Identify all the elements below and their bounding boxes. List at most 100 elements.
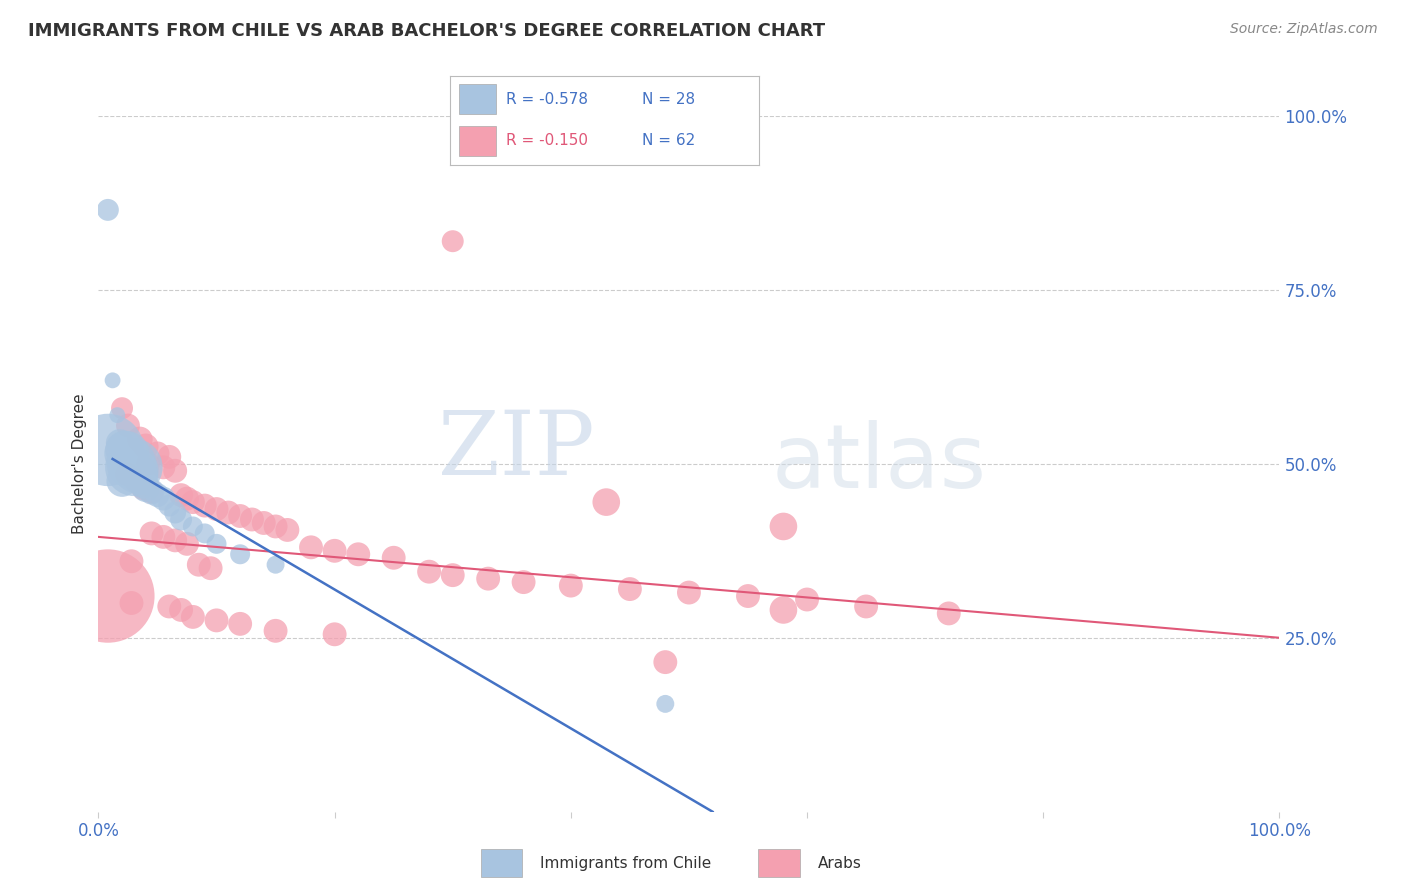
Point [200,561,222,575]
Point [152,530,174,544]
Point [205,614,228,628]
Point [122,460,145,475]
Point [418,565,440,579]
Point [796,592,818,607]
Point [654,655,676,669]
Point [560,578,582,592]
Point [128,433,150,447]
Point [121,554,143,568]
Point [141,526,163,541]
Point [323,627,346,641]
Point [157,499,180,513]
Point [118,453,141,467]
Point [157,599,180,614]
Point [264,624,287,638]
Point [97,202,120,217]
Text: R = -0.578: R = -0.578 [506,92,588,106]
Point [772,603,794,617]
Point [135,481,157,495]
Point [264,558,287,572]
Point [141,484,163,499]
Point [152,460,174,475]
Point [141,484,163,499]
Point [132,477,155,491]
Text: Immigrants from Chile: Immigrants from Chile [540,855,711,871]
Point [229,616,252,631]
Point [117,418,139,433]
Point [772,519,794,533]
Y-axis label: Bachelor's Degree: Bachelor's Degree [72,393,87,534]
Point [111,475,134,489]
Point [217,506,239,520]
Text: atlas: atlas [772,420,987,508]
Point [105,408,128,422]
Point [253,516,276,530]
Text: N = 62: N = 62 [641,134,695,148]
Point [512,575,534,590]
Point [97,442,120,457]
Point [165,506,187,520]
Text: IMMIGRANTS FROM CHILE VS ARAB BACHELOR'S DEGREE CORRELATION CHART: IMMIGRANTS FROM CHILE VS ARAB BACHELOR'S… [28,22,825,40]
Point [205,502,228,516]
Point [678,585,700,599]
Text: N = 28: N = 28 [641,92,695,106]
Point [165,464,187,478]
FancyBboxPatch shape [758,849,800,877]
Point [129,477,152,491]
Point [276,523,298,537]
Point [194,526,217,541]
FancyBboxPatch shape [481,849,522,877]
FancyBboxPatch shape [460,126,496,156]
Point [229,547,252,561]
Text: R = -0.150: R = -0.150 [506,134,588,148]
Point [122,471,145,485]
Point [128,467,150,482]
Point [299,541,322,555]
Text: Arabs: Arabs [817,855,862,871]
Point [264,519,287,533]
Point [129,471,152,485]
Point [101,373,124,387]
Point [97,589,120,603]
Point [115,467,138,482]
Point [654,697,676,711]
Point [112,442,135,457]
Point [441,568,464,582]
Text: ZIP: ZIP [437,406,595,493]
Point [125,475,148,489]
Point [165,533,187,548]
Point [108,436,131,450]
Point [121,596,143,610]
Point [382,550,405,565]
Point [152,491,174,506]
Point [737,589,759,603]
Point [146,446,169,460]
Point [170,488,193,502]
Point [176,537,198,551]
Point [136,457,159,471]
Point [441,234,464,248]
Point [187,558,209,572]
Point [170,512,193,526]
Point [855,599,877,614]
Point [240,512,263,526]
Point [595,495,617,509]
Point [125,464,148,478]
Point [157,450,180,464]
Point [176,491,198,506]
Point [181,519,204,533]
Point [170,603,193,617]
Point [323,544,346,558]
Point [132,481,155,495]
Point [111,401,134,416]
Point [347,547,370,561]
Point [619,582,641,596]
Point [181,495,204,509]
Point [205,537,228,551]
Point [121,457,143,471]
Point [477,572,499,586]
FancyBboxPatch shape [460,84,496,114]
Point [194,499,217,513]
Point [181,610,204,624]
Point [115,446,138,460]
